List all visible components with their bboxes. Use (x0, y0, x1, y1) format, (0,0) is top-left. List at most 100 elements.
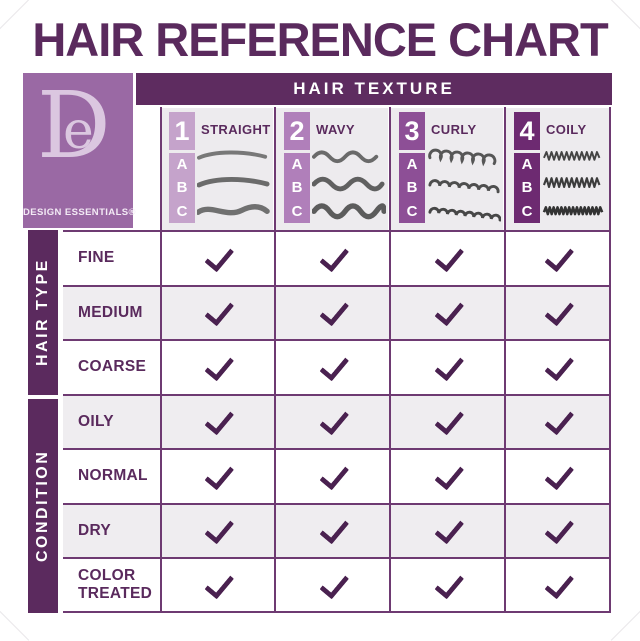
check-cell (390, 396, 505, 449)
checkmark-icon (318, 513, 349, 545)
checkmark-icon (203, 241, 234, 273)
checkmark-icon (433, 513, 464, 545)
corner-cut-line (0, 610, 30, 641)
checkmark-icon (544, 350, 575, 382)
curly-hair-illustration (428, 148, 501, 222)
subtype-label: A (521, 156, 533, 174)
brand-monogram-d: D (37, 72, 111, 179)
grid-line (63, 339, 611, 341)
checkmark-icon (544, 459, 575, 491)
check-cell (275, 287, 390, 340)
subtype-label: A (406, 156, 418, 174)
check-cell (505, 559, 611, 611)
texture-column-label: WAVY (316, 122, 355, 137)
check-cell (505, 232, 611, 285)
subtype-label: C (406, 202, 418, 220)
page-title: HAIR REFERENCE CHART (32, 13, 608, 66)
check-cell (160, 559, 275, 611)
checkmark-icon (433, 295, 464, 327)
row-label: COLOR TREATED (78, 567, 153, 602)
row-label: COARSE (78, 358, 147, 376)
table-row: OILY (63, 395, 611, 449)
check-cell (275, 559, 390, 611)
check-cell (390, 287, 505, 340)
texture-column-coily: 4 A B C COILY (506, 108, 609, 230)
checkmark-icon (433, 567, 464, 599)
grid-line (609, 107, 611, 613)
checkmark-icon (544, 404, 575, 436)
table-row: COARSE (63, 341, 611, 394)
checkmark-icon (433, 350, 464, 382)
check-cell (160, 505, 275, 558)
checkmark-icon (433, 404, 464, 436)
grid-line (63, 557, 611, 559)
checkmark-icon (318, 567, 349, 599)
texture-column-label: STRAIGHT (201, 122, 271, 137)
table-row: FINE (63, 232, 611, 285)
subtype-label: B (176, 179, 188, 197)
checkmark-icon (203, 295, 234, 327)
texture-number-badge: 1 (169, 112, 195, 150)
texture-header-bar: HAIR TEXTURE (136, 73, 612, 105)
subtype-label: A (176, 156, 188, 174)
texture-number-badge: 4 (514, 112, 540, 150)
grid-line (63, 230, 611, 232)
subtype-label: A (291, 156, 303, 174)
grid-line (63, 502, 611, 505)
check-cell (160, 287, 275, 340)
checkmark-icon (433, 459, 464, 491)
checkmark-icon (544, 513, 575, 545)
subtype-label: B (291, 179, 303, 197)
checkmark-icon (203, 459, 234, 491)
corner-cut-line (610, 610, 640, 641)
row-label: NORMAL (78, 467, 148, 485)
check-cell (275, 232, 390, 285)
coily-hair-illustration (542, 151, 604, 216)
checkmark-icon (544, 567, 575, 599)
texture-header-label: HAIR TEXTURE (293, 79, 455, 98)
texture-subtype-strip: A B C (169, 153, 195, 223)
check-cell (275, 396, 390, 449)
row-label: OILY (78, 412, 114, 430)
check-cell (505, 450, 611, 503)
checkmark-icon (318, 295, 349, 327)
check-cell (505, 505, 611, 558)
checkmark-icon (318, 459, 349, 491)
check-cell (390, 559, 505, 611)
subtype-label: C (521, 202, 533, 220)
texture-subtype-strip: A B C (514, 153, 540, 223)
row-group-label: HAIR TYPE (34, 258, 51, 367)
texture-subtype-strip: A B C (399, 153, 425, 223)
texture-column-curly: 3 A B C CURLY (391, 108, 503, 230)
row-group-label: CONDITION (34, 449, 51, 563)
row-label: FINE (78, 249, 115, 267)
brand-monogram-e: e (63, 101, 94, 161)
check-cell (390, 450, 505, 503)
texture-number-badge: 3 (399, 112, 425, 150)
table-row: MEDIUM (63, 286, 611, 340)
texture-column-label: COILY (546, 122, 587, 137)
subtype-label: C (176, 202, 188, 220)
checkmark-icon (203, 404, 234, 436)
table-row: COLOR TREATED (63, 559, 611, 611)
check-cell (275, 450, 390, 503)
check-cell (160, 341, 275, 394)
checkmark-icon (318, 404, 349, 436)
checkmark-icon (318, 350, 349, 382)
subtype-label: C (291, 202, 303, 220)
checkmark-icon (203, 567, 234, 599)
checkmark-icon (203, 350, 234, 382)
texture-number-badge: 2 (284, 112, 310, 150)
brand-logo: D e DESIGN ESSENTIALS® (23, 72, 136, 228)
check-cell (275, 341, 390, 394)
check-cell (505, 287, 611, 340)
texture-column-wavy: 2 A B C WAVY (276, 108, 388, 230)
check-cell (160, 450, 275, 503)
check-cell (505, 341, 611, 394)
check-cell (275, 505, 390, 558)
grid-line (63, 284, 611, 287)
check-cell (390, 505, 505, 558)
checkmark-icon (433, 241, 464, 273)
table-row: NORMAL (63, 450, 611, 503)
grid-line (63, 393, 611, 396)
